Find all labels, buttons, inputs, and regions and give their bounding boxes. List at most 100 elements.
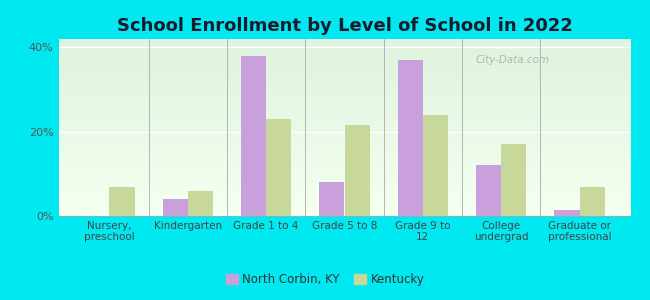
Bar bbox=[58, 136, 630, 138]
Bar bbox=[58, 67, 630, 69]
Bar bbox=[58, 57, 630, 59]
Bar bbox=[58, 200, 630, 202]
Bar bbox=[476, 165, 501, 216]
Bar bbox=[58, 99, 630, 101]
Bar bbox=[58, 147, 630, 149]
Bar bbox=[58, 90, 630, 92]
Bar bbox=[58, 62, 630, 64]
Bar bbox=[58, 124, 630, 126]
Bar bbox=[58, 182, 630, 184]
Bar bbox=[58, 152, 630, 154]
Bar bbox=[58, 206, 630, 207]
Bar bbox=[58, 154, 630, 156]
Bar bbox=[58, 135, 630, 136]
Bar bbox=[58, 103, 630, 104]
Bar bbox=[58, 172, 630, 173]
Bar bbox=[58, 83, 630, 85]
Bar bbox=[58, 73, 630, 74]
Bar bbox=[58, 117, 630, 118]
Bar bbox=[58, 168, 630, 170]
Title: School Enrollment by Level of School in 2022: School Enrollment by Level of School in … bbox=[116, 17, 573, 35]
Bar bbox=[58, 126, 630, 127]
Bar bbox=[58, 82, 630, 83]
Bar bbox=[241, 56, 266, 216]
Bar bbox=[58, 58, 630, 60]
Bar bbox=[58, 202, 630, 204]
Bar bbox=[58, 43, 630, 44]
Bar bbox=[58, 110, 630, 112]
Legend: North Corbin, KY, Kentucky: North Corbin, KY, Kentucky bbox=[221, 269, 429, 291]
Bar bbox=[58, 44, 630, 46]
Bar bbox=[501, 144, 526, 216]
Bar bbox=[58, 120, 630, 122]
Bar bbox=[58, 193, 630, 195]
Bar bbox=[58, 145, 630, 147]
Bar bbox=[58, 60, 630, 62]
Bar bbox=[58, 211, 630, 212]
Bar bbox=[58, 108, 630, 110]
Bar bbox=[58, 177, 630, 179]
Bar bbox=[58, 64, 630, 66]
Bar bbox=[58, 143, 630, 145]
Bar bbox=[58, 158, 630, 159]
Bar bbox=[58, 76, 630, 78]
Bar bbox=[58, 212, 630, 214]
Bar bbox=[58, 149, 630, 151]
Bar bbox=[58, 88, 630, 90]
Bar bbox=[58, 41, 630, 43]
Bar bbox=[58, 80, 630, 82]
Bar bbox=[58, 190, 630, 191]
Bar bbox=[58, 128, 630, 129]
Bar bbox=[58, 195, 630, 197]
Bar bbox=[109, 187, 135, 216]
Bar bbox=[58, 156, 630, 158]
Bar bbox=[58, 140, 630, 142]
Bar bbox=[58, 87, 630, 88]
Bar bbox=[58, 133, 630, 135]
Bar bbox=[398, 60, 423, 216]
Bar bbox=[58, 53, 630, 55]
Bar bbox=[58, 191, 630, 193]
Bar bbox=[58, 118, 630, 120]
Bar bbox=[319, 182, 344, 216]
Bar bbox=[58, 196, 630, 198]
Bar bbox=[58, 181, 630, 182]
Bar bbox=[58, 198, 630, 200]
Bar bbox=[58, 163, 630, 165]
Bar bbox=[266, 119, 291, 216]
Text: City-Data.com: City-Data.com bbox=[476, 55, 550, 65]
Bar bbox=[58, 113, 630, 115]
Bar bbox=[58, 50, 630, 51]
Bar bbox=[162, 199, 188, 216]
Bar bbox=[58, 71, 630, 73]
Bar bbox=[58, 39, 630, 41]
Bar bbox=[554, 210, 580, 216]
Bar bbox=[58, 159, 630, 161]
Bar bbox=[58, 170, 630, 172]
Bar bbox=[58, 129, 630, 131]
Bar bbox=[58, 175, 630, 177]
Bar bbox=[58, 188, 630, 190]
Bar bbox=[58, 151, 630, 152]
Bar bbox=[58, 165, 630, 167]
Bar bbox=[58, 48, 630, 50]
Bar bbox=[58, 214, 630, 216]
Bar bbox=[188, 191, 213, 216]
Bar bbox=[580, 187, 604, 216]
Bar bbox=[58, 179, 630, 181]
Bar bbox=[344, 125, 370, 216]
Bar bbox=[58, 142, 630, 143]
Bar bbox=[58, 92, 630, 94]
Bar bbox=[58, 122, 630, 124]
Bar bbox=[58, 184, 630, 186]
Bar bbox=[58, 55, 630, 57]
Bar bbox=[58, 115, 630, 117]
Bar bbox=[58, 101, 630, 103]
Bar bbox=[58, 138, 630, 140]
Bar bbox=[58, 74, 630, 76]
Bar bbox=[58, 209, 630, 211]
Bar bbox=[58, 69, 630, 71]
Bar bbox=[58, 78, 630, 80]
Bar bbox=[58, 96, 630, 98]
Bar bbox=[58, 186, 630, 188]
